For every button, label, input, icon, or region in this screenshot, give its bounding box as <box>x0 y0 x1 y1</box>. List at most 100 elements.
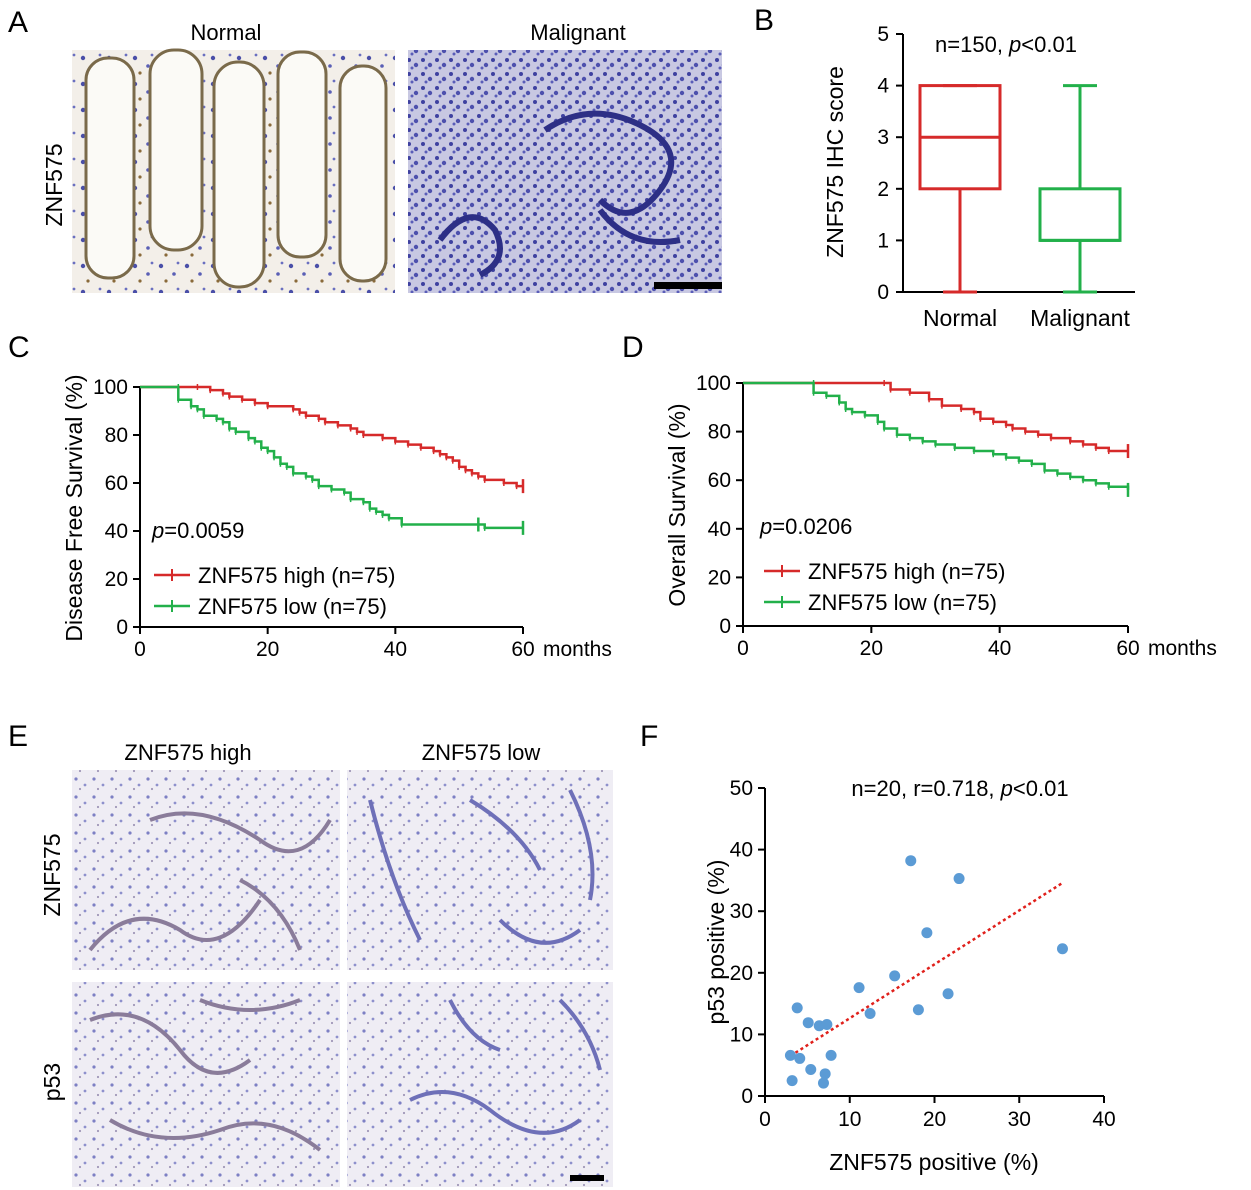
panel-f-xtick-label: 30 <box>1008 1108 1031 1131</box>
scale-bar <box>654 282 722 289</box>
panel-d-legend: ZNF575 high (n=75) ZNF575 low (n=75) <box>764 559 1006 615</box>
km-xtick-label: 40 <box>988 637 1011 660</box>
km-xtick-label: 40 <box>384 638 407 661</box>
panel-letter-b: B <box>754 4 774 37</box>
panel-d-pvalue: p=0.0206 <box>759 514 852 539</box>
ihc-low-znf575-image <box>347 770 613 970</box>
panel-f-xtick-label: 0 <box>759 1108 771 1131</box>
scatter-point <box>921 927 933 939</box>
km-xtick-label: 60 <box>511 638 534 661</box>
panel-c-legend: ZNF575 high (n=75) ZNF575 low (n=75) <box>154 563 396 619</box>
panel-e-row-label-znf575: ZNF575 <box>39 833 65 916</box>
scatter-point <box>864 1007 876 1019</box>
km-xtick-label: 20 <box>256 638 279 661</box>
panel-f-ytick-label: 50 <box>730 777 753 800</box>
ihc-malignant-image <box>408 50 722 293</box>
km-ytick-label: 40 <box>105 520 128 543</box>
ihc-high-p53-image <box>72 982 340 1187</box>
km-xunit-label: months <box>543 638 612 661</box>
km-xtick-label: 60 <box>1116 637 1139 660</box>
km-xunit-label: months <box>1148 637 1217 660</box>
scatter-point <box>912 1004 924 1016</box>
panel-a-row-label: ZNF575 <box>41 143 67 226</box>
scatter-point <box>784 1049 796 1061</box>
km-xtick-label: 20 <box>860 637 883 660</box>
panel-f-xlabel: ZNF575 positive (%) <box>829 1149 1039 1175</box>
panel-letter-c: C <box>8 331 30 364</box>
panel-b-ytick-label: 2 <box>877 178 889 201</box>
km-xtick-label: 0 <box>134 638 146 661</box>
km-ytick-label: 60 <box>105 472 128 495</box>
panel-f-ytick-label: 10 <box>730 1023 753 1046</box>
scatter-point <box>1056 943 1068 955</box>
panel-e-row-label-p53: p53 <box>39 1063 65 1101</box>
panel-letter-d: D <box>622 331 644 364</box>
panel-e-title-low: ZNF575 low <box>422 740 541 765</box>
panel-f-ytick-label: 20 <box>730 962 753 985</box>
panel-letter-f: F <box>640 720 658 753</box>
panel-d-legend-low: ZNF575 low (n=75) <box>808 590 997 615</box>
panel-f-axes: 0 10 20 30 40 50 0 10 20 30 40 <box>730 777 1116 1131</box>
km-ytick-label: 0 <box>116 616 128 639</box>
panel-b-ytick-label: 4 <box>877 75 889 98</box>
scatter-point <box>802 1017 814 1029</box>
panel-c-ylabel: Disease Free Survival (%) <box>61 374 87 641</box>
panel-b: B ZNF575 IHC score n=150, p<0.01 0 1 2 3 4 5 N… <box>754 4 1135 331</box>
box-malignant <box>1038 187 1122 242</box>
scatter-point <box>905 855 917 867</box>
panel-c-curves <box>140 384 525 535</box>
panel-b-annotation: n=150, p<0.01 <box>935 32 1077 57</box>
scatter-point <box>791 1002 803 1014</box>
ihc-low-p53-image <box>347 982 613 1187</box>
panel-e: E ZNF575 high ZNF575 low ZNF575 p53 <box>8 720 613 1187</box>
km-ytick-label: 60 <box>708 469 731 492</box>
km-ytick-label: 20 <box>105 568 128 591</box>
panel-d: D Overall Survival (%) 0 20 40 60 80 100 0 20 40… <box>622 331 1217 660</box>
panel-b-xtick-label: Malignant <box>1030 305 1130 331</box>
trend-line <box>789 882 1063 1058</box>
panel-a-title-malignant: Malignant <box>530 20 625 45</box>
panel-b-boxes <box>918 84 1122 294</box>
km-ytick-label: 80 <box>708 421 731 444</box>
scatter-point <box>942 988 954 1000</box>
ihc-normal-image <box>72 48 395 293</box>
panel-b-xtick-label: Normal <box>923 305 997 331</box>
scatter-point <box>786 1075 798 1087</box>
scatter-point <box>825 1049 837 1061</box>
km-ytick-label: 80 <box>105 424 128 447</box>
panel-c-legend-low: ZNF575 low (n=75) <box>198 594 387 619</box>
scatter-point <box>889 970 901 982</box>
km-ytick-label: 100 <box>696 372 731 395</box>
panel-d-legend-high: ZNF575 high (n=75) <box>808 559 1006 584</box>
ihc-high-znf575-image <box>72 770 340 970</box>
scatter-point <box>794 1052 806 1064</box>
panel-f-ytick-label: 40 <box>730 839 753 862</box>
km-curve-high <box>743 381 1128 453</box>
panel-f-annotation: n=20, r=0.718, p<0.01 <box>851 776 1068 801</box>
panel-c-legend-high: ZNF575 high (n=75) <box>198 563 396 588</box>
panel-b-ytick-label: 5 <box>877 23 889 46</box>
panel-b-ylabel: ZNF575 IHC score <box>822 66 848 258</box>
panel-f-xtick-label: 20 <box>923 1108 946 1131</box>
km-ytick-label: 40 <box>708 518 731 541</box>
panel-e-title-high: ZNF575 high <box>124 740 251 765</box>
panel-b-axes: 0 1 2 3 4 5 Normal Malignant <box>877 23 1135 331</box>
panel-b-ytick-label: 1 <box>877 229 889 252</box>
km-ytick-label: 20 <box>708 566 731 589</box>
km-ytick-label: 100 <box>93 376 128 399</box>
panel-c-axes: 0 20 40 60 80 100 0 20 40 60 months <box>93 376 612 661</box>
scatter-point <box>805 1064 817 1076</box>
panel-f-ytick-label: 0 <box>741 1085 753 1108</box>
scatter-point <box>817 1077 829 1089</box>
km-xtick-label: 0 <box>737 637 749 660</box>
scatter-point <box>953 873 965 885</box>
panel-letter-a: A <box>8 6 28 39</box>
km-ytick-label: 0 <box>719 615 731 638</box>
panel-a-title-normal: Normal <box>191 20 262 45</box>
panel-f-ytick-label: 30 <box>730 900 753 923</box>
panel-a: A Normal Malignant ZNF575 <box>8 6 722 293</box>
panel-f-xtick-label: 40 <box>1092 1108 1115 1131</box>
panel-b-ytick-label: 0 <box>877 281 889 304</box>
panel-d-ylabel: Overall Survival (%) <box>664 403 690 606</box>
